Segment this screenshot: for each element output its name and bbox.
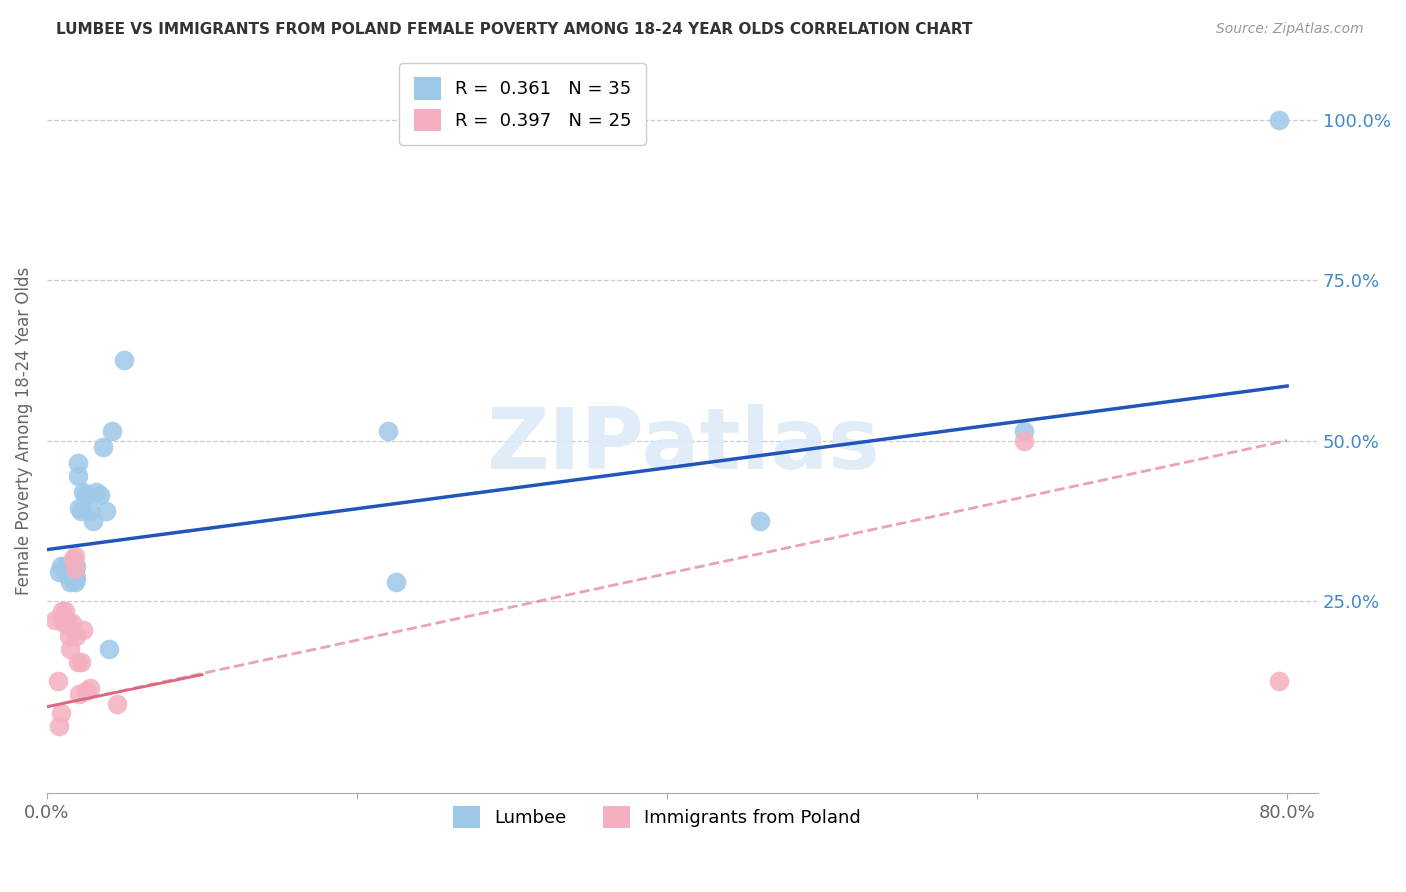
Point <box>94 504 117 518</box>
Point <box>82 514 104 528</box>
Point <box>75 488 97 502</box>
Point <box>63 549 86 563</box>
Point <box>65 558 87 573</box>
Point <box>1268 112 1291 127</box>
Point <box>69 500 91 515</box>
Point <box>1268 674 1291 689</box>
Point <box>63 574 86 589</box>
Point <box>72 484 94 499</box>
Point <box>62 552 84 566</box>
Point <box>72 623 94 637</box>
Point <box>44 613 66 627</box>
Point <box>749 514 772 528</box>
Point <box>75 683 97 698</box>
Point <box>62 568 84 582</box>
Point <box>56 568 79 582</box>
Point <box>112 353 135 368</box>
Point <box>97 642 120 657</box>
Point <box>52 616 75 631</box>
Point <box>51 603 73 617</box>
Point <box>46 674 69 689</box>
Point <box>65 629 87 643</box>
Point <box>79 681 101 695</box>
Point <box>63 562 86 576</box>
Point <box>60 562 83 576</box>
Point <box>60 568 83 582</box>
Point <box>101 424 124 438</box>
Point <box>1012 434 1035 448</box>
Point <box>60 616 83 631</box>
Point <box>66 456 89 470</box>
Point <box>65 572 87 586</box>
Point <box>59 642 82 657</box>
Point <box>55 558 77 573</box>
Point <box>48 719 70 733</box>
Point <box>58 562 80 576</box>
Point <box>49 706 72 721</box>
Point <box>51 610 73 624</box>
Point <box>56 613 79 627</box>
Point <box>48 565 70 579</box>
Text: Source: ZipAtlas.com: Source: ZipAtlas.com <box>1216 22 1364 37</box>
Point <box>377 424 399 438</box>
Point <box>55 603 77 617</box>
Point <box>58 629 80 643</box>
Point <box>59 574 82 589</box>
Point <box>70 504 93 518</box>
Point <box>63 562 86 576</box>
Point <box>69 687 91 701</box>
Point <box>66 655 89 669</box>
Y-axis label: Female Poverty Among 18-24 Year Olds: Female Poverty Among 18-24 Year Olds <box>15 267 32 595</box>
Point <box>384 574 406 589</box>
Point <box>79 504 101 518</box>
Point <box>49 558 72 573</box>
Point <box>86 484 108 499</box>
Text: LUMBEE VS IMMIGRANTS FROM POLAND FEMALE POVERTY AMONG 18-24 YEAR OLDS CORRELATIO: LUMBEE VS IMMIGRANTS FROM POLAND FEMALE … <box>56 22 973 37</box>
Point <box>91 440 114 454</box>
Legend: Lumbee, Immigrants from Poland: Lumbee, Immigrants from Poland <box>446 798 869 835</box>
Point <box>1012 424 1035 438</box>
Point <box>63 568 86 582</box>
Point <box>66 468 89 483</box>
Point <box>70 655 93 669</box>
Text: ZIPatlas: ZIPatlas <box>485 404 879 487</box>
Point <box>76 488 98 502</box>
Point <box>89 488 111 502</box>
Point <box>105 697 128 711</box>
